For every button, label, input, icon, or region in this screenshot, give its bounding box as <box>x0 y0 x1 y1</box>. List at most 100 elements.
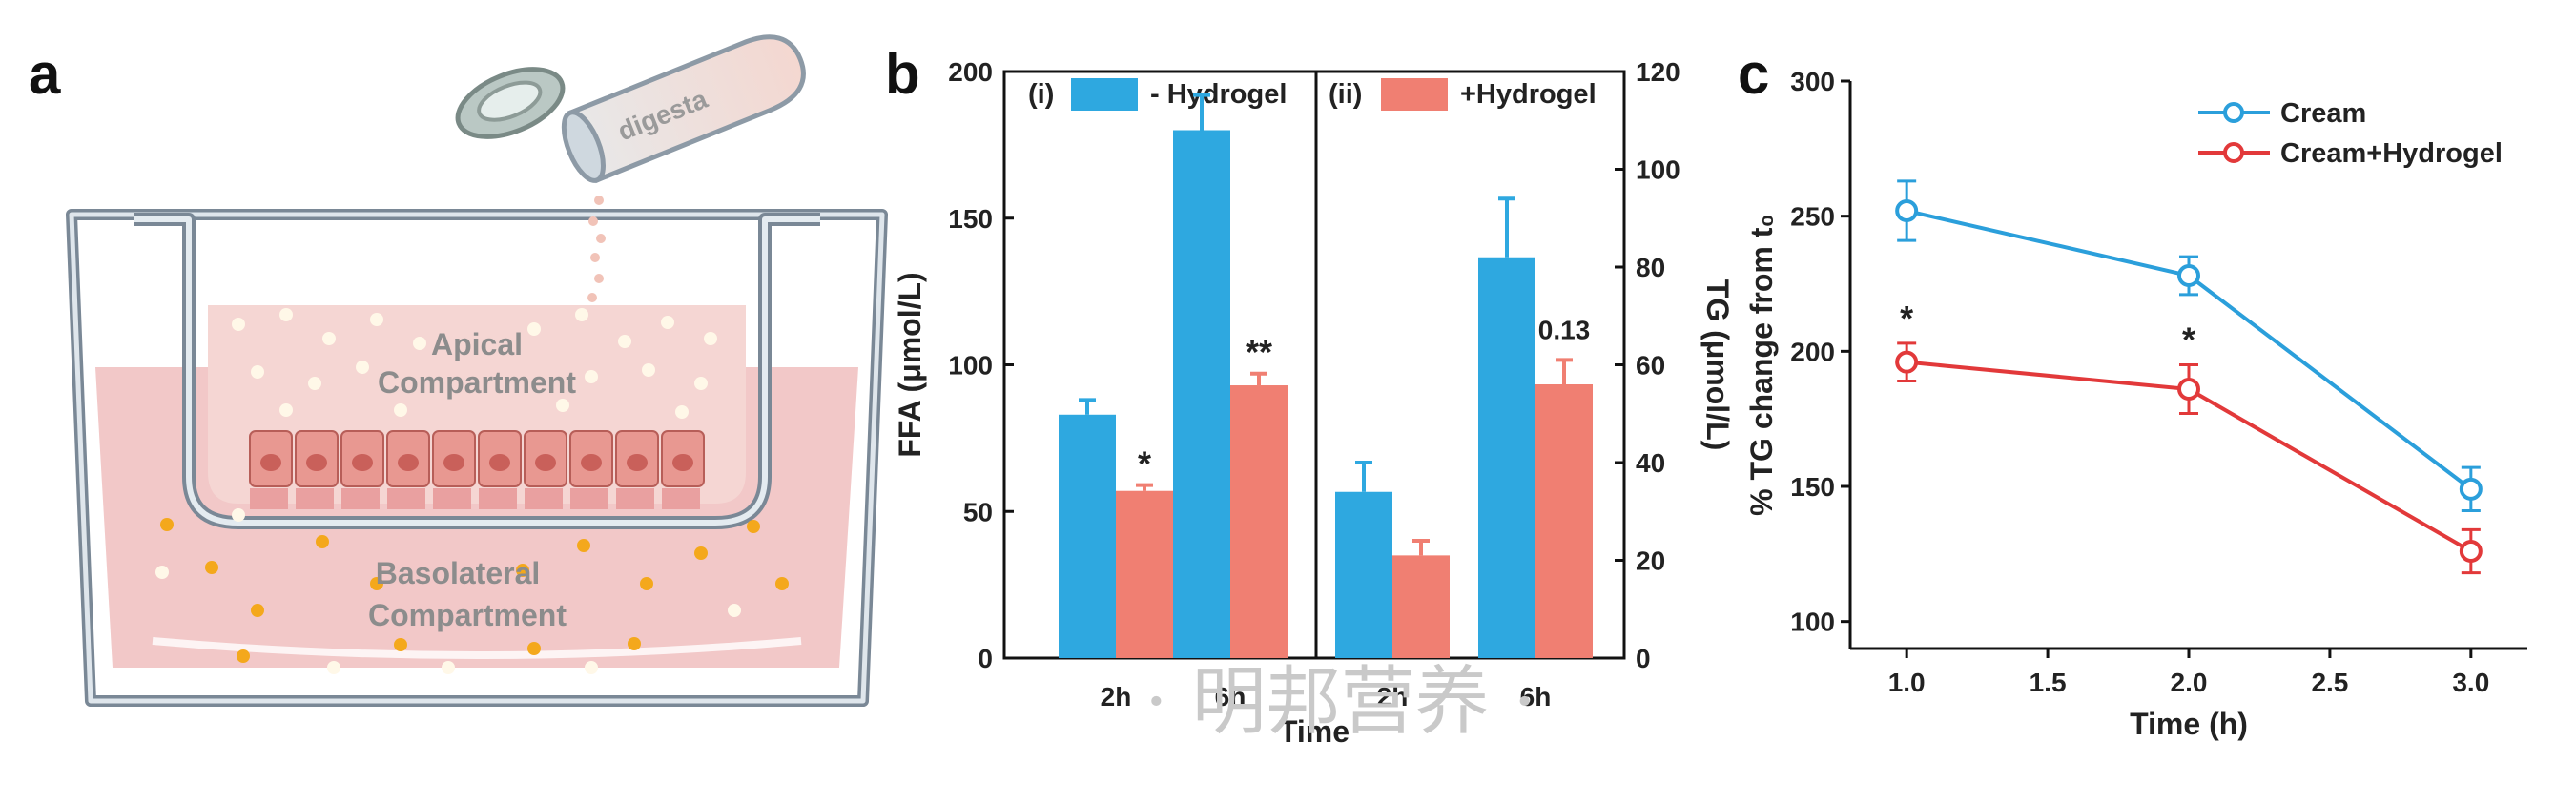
apical-particle <box>370 313 383 326</box>
basolateral-particle <box>577 539 590 552</box>
apical-particle <box>322 332 336 345</box>
basolateral-particle <box>628 637 641 650</box>
left-tick-label: 0 <box>978 644 993 673</box>
membrane-segment <box>341 488 380 509</box>
basolateral-particle <box>516 564 529 577</box>
significance-annotation: * <box>1138 444 1151 484</box>
right-tick-label: 80 <box>1636 253 1665 282</box>
significance-annotation: * <box>2182 320 2195 360</box>
transwell-insert-highlight <box>134 216 820 526</box>
apical-particle <box>575 308 588 321</box>
basolateral-particle <box>394 638 407 651</box>
porous-membrane <box>250 488 700 509</box>
basolateral-white-particle <box>327 661 340 674</box>
legend-swatch <box>1071 78 1138 111</box>
x-tick-label: 2.0 <box>2171 668 2208 697</box>
basolateral-particle <box>316 535 329 548</box>
left-tick-label: 50 <box>963 497 993 526</box>
legend-marker: (ii) <box>1329 79 1362 110</box>
membrane-segment <box>479 488 517 509</box>
legend-marker <box>2223 102 2244 123</box>
bar <box>1059 414 1116 658</box>
legend-label: Cream+Hydrogel <box>2280 138 2503 169</box>
apical-particle <box>394 403 407 417</box>
bar <box>1478 257 1535 658</box>
membrane-segment <box>387 488 425 509</box>
panel-letter-a: a <box>29 42 61 106</box>
basolateral-particle <box>237 649 250 663</box>
right-tick-label: 100 <box>1636 155 1680 185</box>
cell-nucleus <box>260 454 281 471</box>
basolateral-white-particle <box>442 661 455 674</box>
basolateral-particle <box>160 518 174 531</box>
bar <box>1335 491 1392 658</box>
significance-annotation: * <box>1900 299 1913 338</box>
left-tick-label: 150 <box>948 204 993 234</box>
y-tick-label: 250 <box>1790 202 1835 232</box>
apical-particle <box>661 316 674 329</box>
legend-label: Cream <box>2280 98 2366 129</box>
outer-well-highlight <box>69 212 885 704</box>
apical-particle <box>308 377 321 390</box>
bar <box>1173 130 1230 658</box>
basolateral-particle <box>205 561 218 574</box>
x-axis-title: Time <box>1279 714 1350 749</box>
cell-nucleus <box>443 454 464 471</box>
tube-cap <box>455 67 566 139</box>
left-axis-title: FFA (μmol/L) <box>893 272 927 457</box>
x-tick-label: 1.5 <box>2030 668 2067 697</box>
apical-particle <box>585 370 598 383</box>
line-chart: 100 150 200 250 300 1.0 1.5 2.0 2.5 3.0 Time (h) % … <box>1744 67 2527 741</box>
apical-particle <box>527 322 541 336</box>
left-tick-label: 100 <box>948 351 993 381</box>
apical-particle <box>642 363 655 377</box>
well-bottom-highlight <box>152 637 802 659</box>
cell-monolayer <box>249 430 705 487</box>
legend-swatch <box>1381 78 1448 111</box>
panel-b: b 0 50 100 150 200 0 20 40 60 80 100 120 FFA (μmol/L… <box>885 42 1735 749</box>
panel-letter-b: b <box>885 42 920 106</box>
apical-particle <box>413 337 426 350</box>
basolateral-white-particle <box>155 566 169 579</box>
bar-chart: 0 50 100 150 200 0 20 40 60 80 100 120 FFA (μmol/L) T… <box>893 57 1735 749</box>
basolateral-white-particle <box>232 508 245 522</box>
y-axis-title: % TG change from t₀ <box>1744 214 1779 516</box>
data-point <box>2177 378 2200 401</box>
x-tick-label: 2h <box>1101 682 1132 711</box>
basolateral-label-line2: Compartment <box>368 598 567 632</box>
legend-marker: (i) <box>1028 79 1054 110</box>
basolateral-white-particle <box>585 661 598 674</box>
right-axis-title: TG (μmol/L) <box>1700 279 1735 451</box>
apical-particle <box>356 361 369 374</box>
basolateral-particle <box>775 577 789 590</box>
cell-nucleus <box>581 454 602 471</box>
right-tick-label: 120 <box>1636 57 1680 87</box>
panel-letter-c: c <box>1738 42 1769 106</box>
membrane-segment <box>616 488 654 509</box>
cell-nucleus <box>535 454 556 471</box>
apical-particle <box>232 318 245 331</box>
tube-opening <box>561 110 606 183</box>
basolateral-particle <box>694 546 708 560</box>
data-point <box>2459 540 2483 563</box>
data-point <box>1895 199 1919 222</box>
y-tick-label: 200 <box>1790 337 1835 366</box>
significance-annotation: ** <box>1246 333 1272 372</box>
x-tick-label: 6h <box>1520 682 1552 711</box>
x-tick-label: 6h <box>1215 682 1247 711</box>
lipid-particles <box>155 308 789 674</box>
apical-particle <box>704 332 717 345</box>
bar <box>1230 385 1288 658</box>
x-tick-label: 3.0 <box>2452 668 2489 697</box>
apical-particle <box>251 365 264 379</box>
right-tick-label: 40 <box>1636 448 1665 478</box>
cap-center <box>477 80 543 122</box>
tube-body <box>567 34 806 184</box>
significance-annotation: 0.13 <box>1538 315 1591 344</box>
legend-label: - Hydrogel <box>1150 79 1287 110</box>
basolateral-particle <box>251 604 264 617</box>
y-tick-label: 150 <box>1790 472 1835 502</box>
apical-particle <box>279 308 293 321</box>
cell-nucleus <box>352 454 373 471</box>
